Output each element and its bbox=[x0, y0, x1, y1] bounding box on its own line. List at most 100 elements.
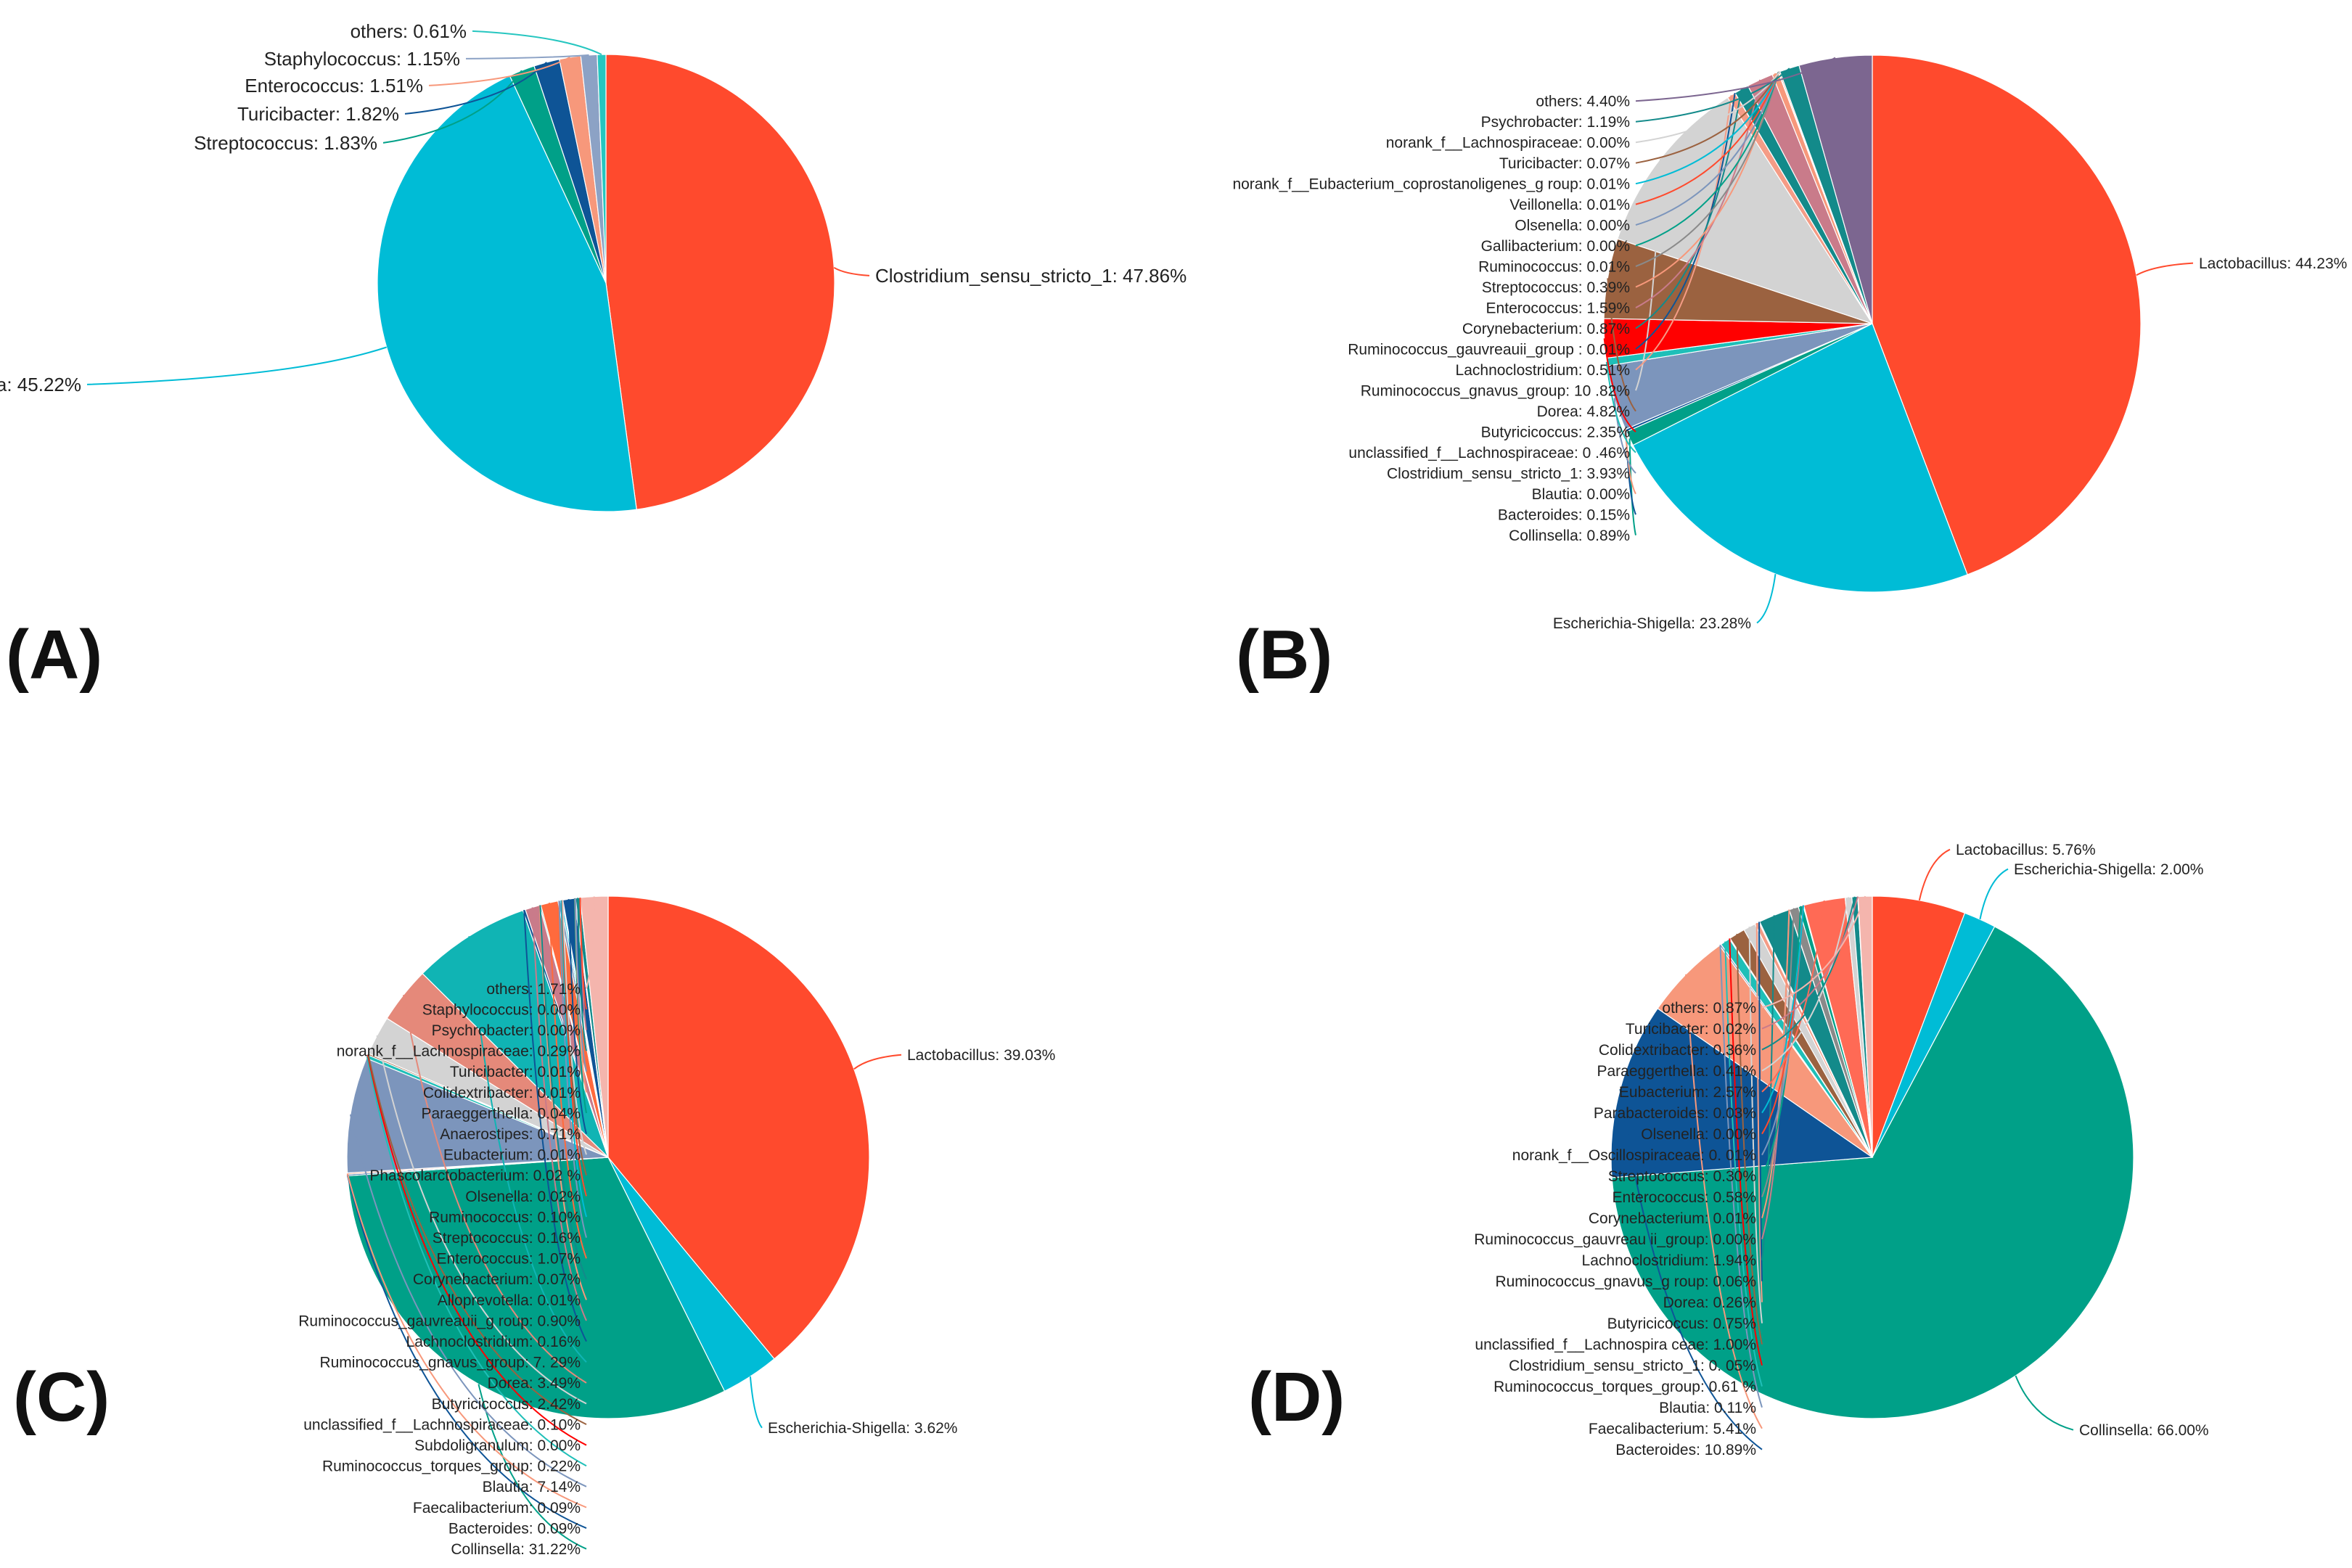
pie-chart-c: Lactobacillus: 39.03% Escherichia-Shigell… bbox=[298, 895, 1055, 1558]
slice-label-olsenella: Olsenella: 0.02% bbox=[465, 1189, 581, 1205]
pie-slice-escherichia-shigella bbox=[1632, 323, 1968, 593]
leader-line-escherichia-shigella bbox=[1979, 868, 2009, 920]
leader-line-butyricicoccus bbox=[1748, 927, 1763, 1323]
slice-label-alloprevotella: Alloprevotella: 0.01% bbox=[438, 1292, 581, 1309]
leader-line-others bbox=[1635, 57, 1836, 102]
pie-chart-d: Lactobacillus: 5.76% Escherichia-Shigella… bbox=[1474, 842, 2208, 1458]
slice-label-colidextribacter: Colidextribacter: 0.36% bbox=[1599, 1042, 1756, 1059]
leader-line-alloprevotella bbox=[538, 905, 587, 1300]
slice-label-dorea: Dorea: 0.26% bbox=[1663, 1294, 1756, 1311]
slice-label-faecalibacterium: Faecalibacterium: 5.41% bbox=[1589, 1421, 1756, 1437]
pie-slice-lactobacillus bbox=[1872, 54, 2142, 575]
slice-label-unclassified-f-lachnospira-ceae: unclassified_f__Lachnospira ceae: 1.00% bbox=[1475, 1337, 1756, 1353]
leader-line-corynebacterium bbox=[1635, 89, 1742, 329]
leader-line-norank-f-eubacterium-coprostanoligenes-g-roup bbox=[1635, 71, 1780, 185]
pie-slice-lactobacillus bbox=[1872, 895, 1966, 1158]
slice-label-turicibacter: Turicibacter: 0.02% bbox=[1626, 1021, 1756, 1038]
leader-line-anaerostipes bbox=[567, 899, 587, 1134]
leader-line-turicibacter bbox=[574, 898, 587, 1072]
slice-label-olsenella: Olsenella: 0.00% bbox=[1641, 1126, 1756, 1143]
leader-line-veillonella bbox=[1635, 71, 1779, 205]
leader-line-ruminococcus-gnavus-g-roup bbox=[1758, 921, 1763, 1281]
leader-line-ruminococcus bbox=[560, 900, 587, 1218]
leader-line-gallibacterium bbox=[1635, 72, 1779, 247]
leader-line-lactobacillus bbox=[2136, 262, 2194, 276]
slice-label-subdoligranulum: Subdoligranulum: 0.00% bbox=[414, 1437, 581, 1454]
leader-line-eubacterium bbox=[562, 900, 587, 1155]
slice-label-faecalibacterium: Faecalibacterium: 0.09% bbox=[413, 1500, 581, 1516]
slice-label-turicibacter: Turicibacter: 0.01% bbox=[450, 1064, 581, 1080]
slice-label-psychrobacter: Psychrobacter: 0.00% bbox=[432, 1022, 581, 1039]
slice-label-olsenella: Olsenella: 0.00% bbox=[1515, 218, 1630, 234]
slice-label-lachnoclostridium: Lachnoclostridium: 0.16% bbox=[406, 1334, 581, 1350]
leader-line-eubacterium bbox=[1761, 900, 1825, 1093]
slice-label-turicibacter: Turicibacter: 1.82% bbox=[237, 103, 399, 125]
slice-label-lachnoclostridium: Lachnoclostridium: 0.51% bbox=[1456, 362, 1630, 379]
slice-label-corynebacterium: Corynebacterium: 0.87% bbox=[1462, 321, 1630, 337]
slice-label-unclassified-f-lachnospiraceae: unclassified_f__Lachnospiraceae: 0 .46% bbox=[1348, 445, 1630, 461]
slice-label-clostridium-sensu-stricto-1: Clostridium_sensu_stricto_1: 3.93% bbox=[1387, 466, 1630, 483]
leader-line-parabacteroides bbox=[1761, 905, 1805, 1114]
slice-label-escherichia-shigella: Escherichia-Shigella: 3.62% bbox=[768, 1420, 957, 1437]
slice-label-staphylococcus: Staphylococcus: 0.00% bbox=[422, 1001, 581, 1018]
leader-line-escherichia-shigella bbox=[86, 346, 388, 385]
panel-label-a: (A) bbox=[6, 616, 102, 694]
leader-line-escherichia-shigella bbox=[749, 1376, 763, 1429]
slice-label-ruminococcus-torques-group: Ruminococcus_torques_group: 0.22% bbox=[322, 1458, 581, 1475]
slice-label-dorea: Dorea: 4.82% bbox=[1537, 403, 1630, 420]
leader-line-faecalibacterium bbox=[346, 1173, 587, 1509]
slice-label-norank-f-lachnospiraceae: norank_f__Lachnospiraceae: 0.29% bbox=[337, 1043, 581, 1060]
leader-line-turicibacter bbox=[1635, 71, 1780, 164]
leader-line-faecalibacterium bbox=[1685, 974, 1763, 1429]
leader-line-others bbox=[472, 30, 602, 56]
slice-label-lactobacillus: Lactobacillus: 44.23% bbox=[2199, 255, 2347, 272]
slice-label-streptococcus: Streptococcus: 0.39% bbox=[1482, 279, 1630, 296]
slice-label-blautia: Blautia: 0.00% bbox=[1532, 486, 1630, 503]
leader-line-streptococcus bbox=[1761, 906, 1802, 1177]
slice-label-ruminococcus-gnavus-g-roup: Ruminococcus_gnavus_g roup: 0.06% bbox=[1495, 1273, 1756, 1290]
slice-label-corynebacterium: Corynebacterium: 0.01% bbox=[1589, 1210, 1756, 1227]
leader-line-dorea bbox=[1607, 278, 1636, 412]
leader-line-staphylococcus bbox=[579, 898, 587, 1010]
panel-label-d: (D) bbox=[1248, 1358, 1345, 1436]
slice-label-others: others: 1.71% bbox=[486, 981, 581, 998]
leader-line-lachnoclostridium bbox=[1635, 95, 1732, 371]
slice-label-paraeggerthella: Paraeggerthella: 0.04% bbox=[422, 1105, 581, 1122]
leader-line-ruminococcus-gauvreauii-g-roup bbox=[531, 907, 587, 1321]
leader-line-colidextribacter bbox=[1761, 896, 1856, 1051]
leader-line-dorea bbox=[403, 995, 587, 1384]
leader-line-butyricicoccus bbox=[1603, 338, 1636, 432]
leader-line-staphylococcus bbox=[465, 54, 589, 59]
slice-label-lactobacillus: Lactobacillus: 39.03% bbox=[907, 1047, 1055, 1064]
slice-label-parabacteroides: Parabacteroides: 0.03% bbox=[1594, 1105, 1756, 1122]
leader-line-unclassified-f-lachnospiraceae bbox=[1605, 361, 1636, 453]
slice-label-enterococcus: Enterococcus: 1.59% bbox=[1486, 300, 1630, 317]
leader-line-streptococcus bbox=[382, 70, 523, 144]
slice-label-anaerostipes: Anaerostipes: 0.71% bbox=[440, 1126, 581, 1143]
leader-line-ruminococcus-torques-group bbox=[366, 1056, 587, 1467]
leader-line-streptococcus bbox=[558, 900, 587, 1238]
slice-label-escherichia-shigella: Escherichia-Shigella: 2.00% bbox=[2014, 861, 2203, 878]
leader-line-ruminococcus bbox=[1635, 72, 1779, 268]
pie-slice-collinsella bbox=[347, 1157, 726, 1419]
leader-line-psychrobacter bbox=[1635, 67, 1790, 123]
slice-label-psychrobacter: Psychrobacter: 1.19% bbox=[1481, 114, 1630, 131]
slice-label-bacteroides: Bacteroides: 0.15% bbox=[1498, 507, 1630, 524]
leader-line-ruminococcus-torques-group bbox=[1724, 941, 1763, 1387]
leader-line-collinsella bbox=[2015, 1375, 2074, 1431]
slice-label-butyricicoccus: Butyricicoccus: 2.42% bbox=[432, 1396, 581, 1413]
slice-label-eubacterium: Eubacterium: 2.57% bbox=[1619, 1084, 1756, 1101]
slice-label-blautia: Blautia: 7.14% bbox=[483, 1479, 581, 1495]
pie-slice-ruminococcus-gnavus-group bbox=[1617, 97, 1874, 325]
leader-line-norank-f-lachnospiraceae bbox=[577, 898, 587, 1051]
leader-line-dorea bbox=[1755, 923, 1763, 1302]
slice-label-ruminococcus: Ruminococcus: 0.10% bbox=[429, 1209, 581, 1226]
panel-label-b: (B) bbox=[1236, 616, 1332, 694]
leader-line-others bbox=[586, 896, 595, 989]
leader-line-clostridium-sensu-stricto-1 bbox=[1729, 938, 1763, 1366]
pie-chart-b: Lactobacillus: 44.23% Escherichia-Shigell… bbox=[1232, 54, 2347, 632]
leader-line-unclassified-f-lachnospiraceae bbox=[367, 1054, 587, 1425]
slice-label-escherichia-shigella: Escherichia-Shigella: 45.22% bbox=[0, 374, 81, 395]
slice-label-norank-f-eubacterium-coprostanoligenes-g-roup: norank_f__Eubacterium_coprostanoligenes_… bbox=[1232, 176, 1630, 193]
leader-line-bacteroides bbox=[346, 1175, 587, 1530]
